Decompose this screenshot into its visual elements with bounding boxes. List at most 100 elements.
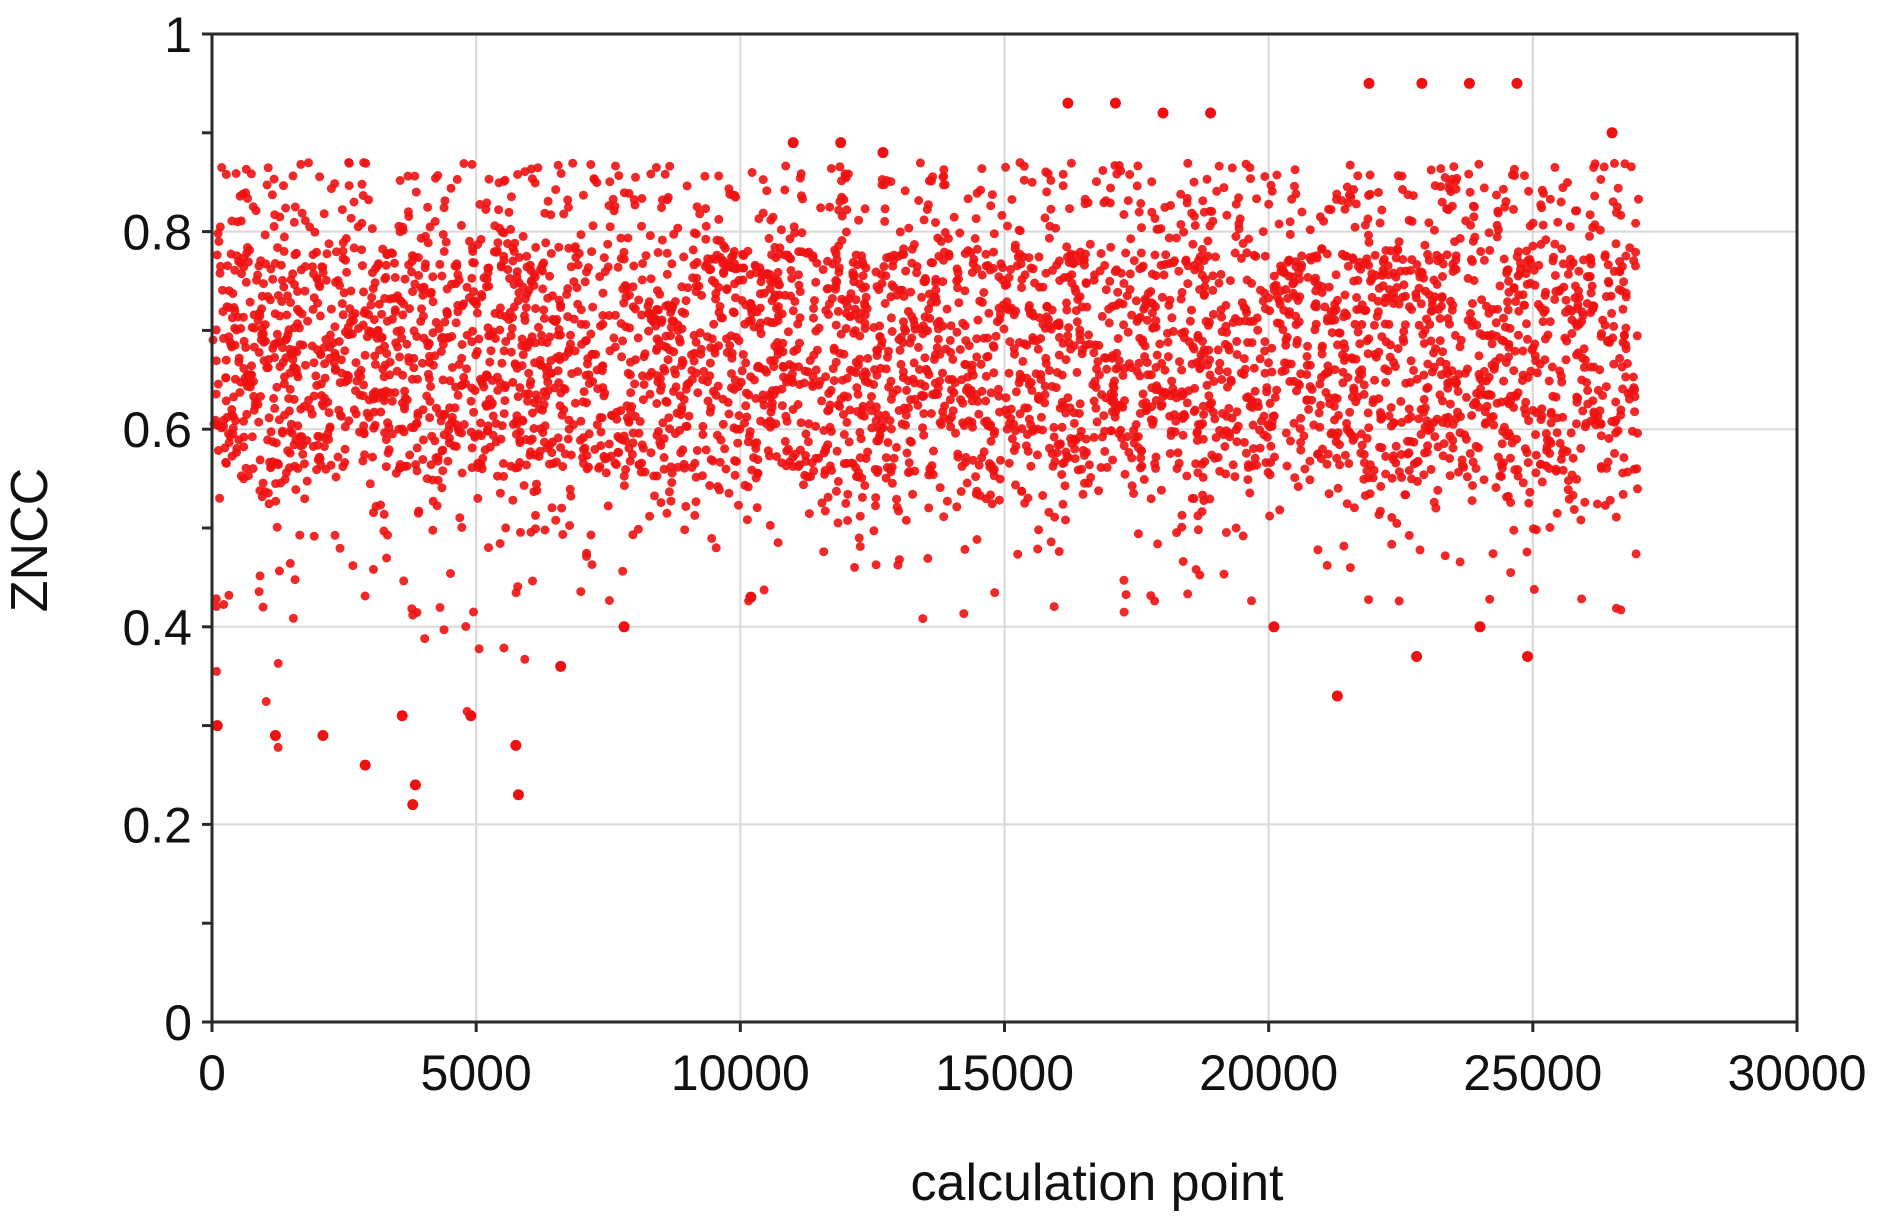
data-point bbox=[485, 357, 495, 367]
data-point bbox=[227, 410, 237, 420]
data-point bbox=[898, 367, 908, 377]
data-point bbox=[901, 410, 911, 420]
data-point bbox=[1214, 278, 1224, 288]
data-point bbox=[697, 290, 707, 300]
data-point bbox=[786, 266, 796, 275]
data-point bbox=[654, 427, 663, 436]
data-point bbox=[285, 384, 295, 394]
data-point bbox=[801, 429, 811, 439]
data-point bbox=[1355, 339, 1365, 349]
data-point bbox=[428, 525, 438, 535]
data-point bbox=[385, 294, 395, 304]
data-point bbox=[1114, 400, 1124, 410]
data-point bbox=[950, 378, 960, 388]
data-point bbox=[1272, 385, 1282, 395]
data-point bbox=[1183, 158, 1193, 168]
data-point bbox=[930, 390, 940, 400]
data-point bbox=[422, 338, 432, 347]
data-point bbox=[788, 306, 798, 316]
data-point bbox=[691, 472, 701, 482]
data-point bbox=[1613, 183, 1623, 193]
data-point bbox=[488, 411, 498, 421]
data-point bbox=[271, 438, 281, 448]
data-point bbox=[1069, 418, 1079, 428]
data-point bbox=[1212, 186, 1222, 196]
data-point bbox=[1133, 443, 1143, 453]
data-point bbox=[727, 252, 737, 262]
data-point bbox=[1310, 325, 1320, 335]
data-point bbox=[472, 308, 482, 318]
data-point bbox=[786, 291, 795, 301]
data-point bbox=[1511, 77, 1523, 89]
data-point bbox=[1168, 326, 1178, 336]
data-point bbox=[1165, 449, 1175, 458]
data-point bbox=[506, 461, 516, 471]
data-point bbox=[1078, 489, 1088, 499]
data-point bbox=[338, 254, 348, 263]
data-point bbox=[279, 181, 288, 191]
data-point bbox=[398, 370, 408, 380]
data-point bbox=[629, 195, 639, 205]
data-point bbox=[1393, 344, 1403, 354]
data-point bbox=[811, 326, 821, 336]
data-point bbox=[547, 503, 557, 513]
data-point bbox=[1445, 399, 1455, 409]
data-point bbox=[841, 498, 851, 508]
data-point bbox=[239, 364, 249, 373]
data-point bbox=[1502, 268, 1512, 278]
data-point bbox=[1489, 420, 1499, 430]
data-point bbox=[1014, 338, 1024, 347]
data-point bbox=[342, 267, 352, 277]
data-point bbox=[1051, 223, 1061, 233]
data-point bbox=[1454, 467, 1463, 477]
data-point bbox=[1478, 331, 1488, 341]
data-point bbox=[1091, 382, 1101, 392]
data-point bbox=[410, 171, 420, 181]
data-point bbox=[1504, 276, 1514, 286]
data-point bbox=[1023, 446, 1033, 456]
data-point bbox=[721, 464, 731, 474]
data-point bbox=[469, 607, 478, 617]
data-point bbox=[381, 462, 391, 472]
data-point bbox=[924, 304, 934, 314]
data-point bbox=[658, 418, 668, 428]
data-point bbox=[1315, 212, 1325, 222]
data-point bbox=[826, 426, 836, 436]
data-point bbox=[1386, 403, 1396, 412]
data-point bbox=[1448, 443, 1458, 453]
data-point bbox=[799, 480, 808, 490]
data-point bbox=[1119, 441, 1129, 451]
data-point bbox=[695, 209, 705, 219]
y-axis-title: ZNCC bbox=[1, 468, 59, 612]
data-point bbox=[859, 411, 869, 421]
data-point bbox=[1106, 426, 1116, 436]
data-point bbox=[714, 485, 724, 495]
data-point bbox=[1114, 429, 1124, 439]
data-point bbox=[239, 336, 249, 346]
data-point bbox=[1491, 318, 1501, 328]
data-point bbox=[247, 432, 257, 442]
data-point bbox=[727, 348, 737, 358]
data-point bbox=[646, 448, 656, 458]
data-point bbox=[775, 249, 784, 259]
data-point bbox=[1182, 198, 1192, 208]
data-point bbox=[409, 363, 419, 373]
data-point bbox=[1340, 450, 1350, 460]
data-point bbox=[1558, 465, 1568, 475]
data-point bbox=[1344, 427, 1354, 437]
data-point bbox=[1121, 590, 1131, 600]
data-point bbox=[438, 230, 448, 239]
data-point bbox=[484, 281, 494, 291]
x-tick-label: 20000 bbox=[1199, 1045, 1338, 1101]
data-point bbox=[1300, 464, 1310, 474]
data-point bbox=[1063, 453, 1073, 462]
data-point bbox=[1292, 386, 1301, 396]
data-point bbox=[1550, 239, 1560, 249]
data-point bbox=[811, 277, 821, 287]
data-point bbox=[981, 371, 991, 381]
data-point bbox=[1472, 388, 1482, 398]
data-point bbox=[724, 409, 734, 419]
axis-ticks bbox=[202, 32, 1799, 1032]
data-point bbox=[724, 488, 734, 498]
data-point bbox=[803, 437, 813, 447]
